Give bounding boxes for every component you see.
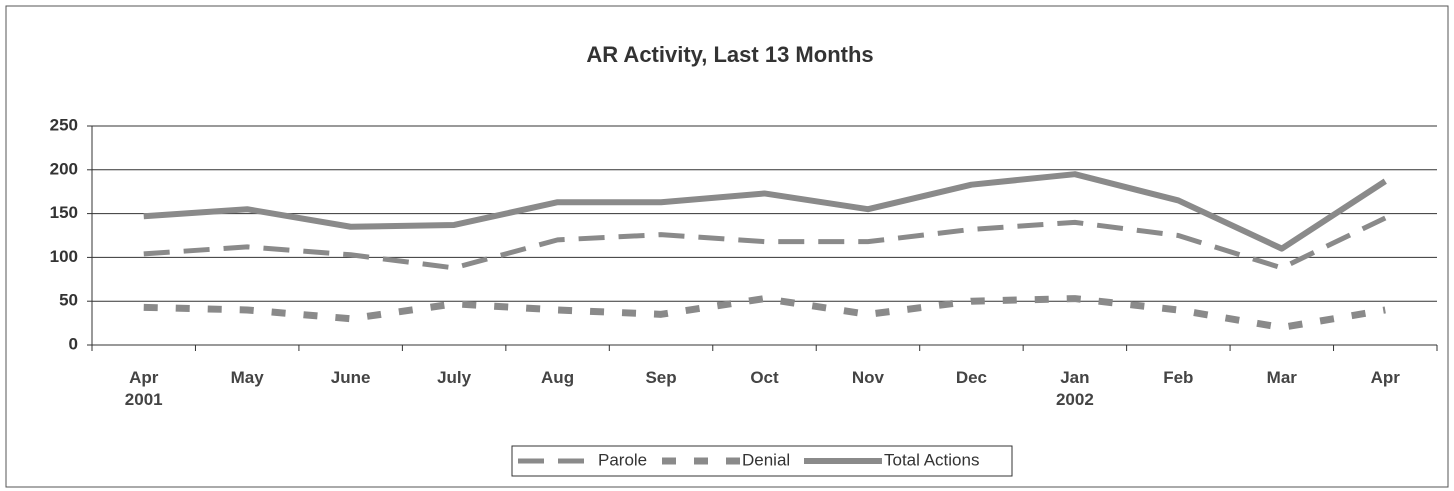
legend-label: Total Actions bbox=[884, 450, 979, 469]
x-tick-label: Nov bbox=[851, 368, 885, 387]
y-tick-label: 100 bbox=[50, 247, 78, 266]
x-tick-label: Oct bbox=[750, 368, 779, 387]
x-tick-label: Feb bbox=[1163, 368, 1194, 387]
x-tick-label: Dec bbox=[955, 368, 988, 387]
x-tick-label: Jan 2002 bbox=[1055, 368, 1094, 409]
series-line bbox=[143, 171, 1387, 252]
chart-border bbox=[5, 5, 1449, 488]
x-tick-label: Sep bbox=[645, 368, 677, 387]
legend-label: Parole bbox=[598, 450, 647, 469]
y-tick-label: 150 bbox=[50, 203, 78, 222]
legend-label: Denial bbox=[742, 450, 790, 469]
y-tick-label: 250 bbox=[50, 115, 78, 134]
x-tick-label: Aug bbox=[541, 368, 575, 387]
chart-title: AR Activity, Last 13 Months bbox=[586, 42, 873, 67]
series-line bbox=[143, 295, 1386, 331]
x-tick-label: May bbox=[230, 368, 264, 387]
x-tick-label: Apr bbox=[1370, 368, 1400, 387]
x-tick-label: Mar bbox=[1266, 368, 1297, 387]
legend-box bbox=[511, 445, 1013, 477]
x-tick-label: June bbox=[330, 368, 371, 387]
y-tick-label: 50 bbox=[59, 291, 78, 310]
y-tick-label: 200 bbox=[50, 159, 78, 178]
series-line bbox=[143, 215, 1387, 271]
y-tick-label: 0 bbox=[69, 334, 78, 353]
x-tick-label: July bbox=[437, 368, 472, 387]
x-tick-label: Apr 2001 bbox=[124, 368, 163, 409]
